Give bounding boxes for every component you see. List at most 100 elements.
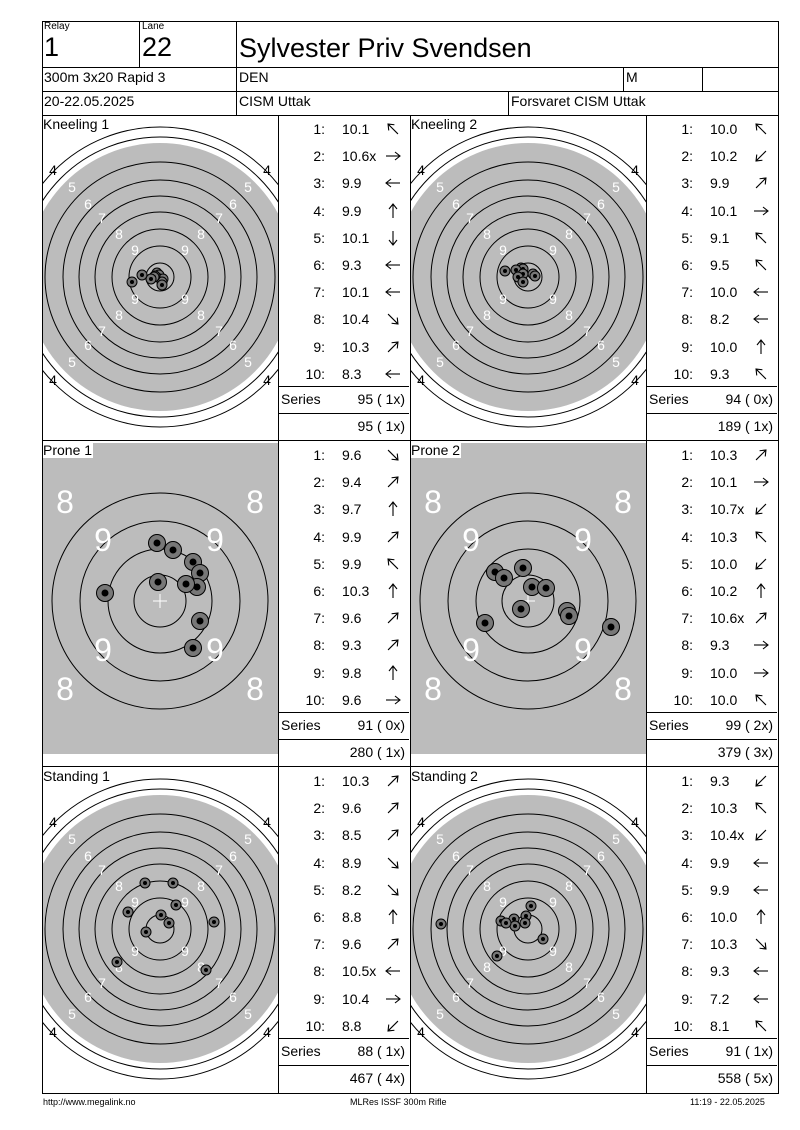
- ring: [446, 847, 610, 1011]
- shot-value: 10.6x: [342, 148, 377, 165]
- shot-row: 8: 10.5x: [279, 959, 409, 986]
- ring-number: 7: [215, 975, 223, 991]
- ring-number: 6: [452, 989, 460, 1005]
- series-row: Series 94 ( 0x): [647, 386, 777, 413]
- ring-number: 8: [483, 959, 491, 975]
- lane-label: Lane: [142, 21, 165, 32]
- ring-number: 6: [452, 196, 460, 212]
- shot-row: 10: 8.3: [279, 362, 409, 389]
- ring-number: 8: [197, 307, 205, 323]
- arrow-up-left-icon: [751, 800, 771, 816]
- arrow-up-left-icon: [751, 257, 771, 273]
- arrow-up-right-icon: [383, 610, 403, 626]
- shot-value: 10.3: [342, 773, 370, 789]
- shot-row: 4: 10.1: [647, 199, 777, 226]
- ring-number: 5: [244, 354, 252, 370]
- shot-value: 10.3: [710, 528, 738, 545]
- ring-number: 9: [549, 943, 557, 959]
- ring-number: 6: [452, 337, 460, 353]
- shot-row: 2: 10.2: [647, 144, 777, 171]
- aiming-black: [43, 795, 278, 1063]
- shot-hit-core: [541, 937, 545, 941]
- shot-number: 10:: [305, 1017, 325, 1034]
- relay-label: Relay: [44, 21, 70, 32]
- shot-value: 9.3: [342, 257, 362, 273]
- gender: M: [626, 69, 638, 85]
- shot-row: 1: 10.3: [279, 769, 409, 796]
- shot-row: 7: 9.6: [279, 932, 409, 959]
- shot-number: 9:: [313, 664, 325, 681]
- shot-row: 8: 10.4: [279, 307, 409, 334]
- ring-number: 7: [466, 210, 474, 226]
- ring-number: 8: [246, 484, 264, 520]
- arrow-down-right-icon: [751, 936, 771, 952]
- shot-row: 8: 9.3: [647, 633, 777, 660]
- arrow-down-left-icon: [751, 827, 771, 843]
- shot-value: 10.3: [710, 800, 738, 817]
- ring: [430, 831, 626, 1027]
- shot-hit-core: [504, 921, 508, 925]
- running-total-row: 467 ( 4x): [279, 1065, 409, 1092]
- arrow-down-left-icon: [751, 556, 771, 572]
- shot-value: 8.3: [342, 365, 362, 382]
- grid-line: [646, 116, 647, 1094]
- arrow-up-right-icon: [751, 175, 771, 191]
- shot-number: 8:: [681, 637, 693, 654]
- ring: [62, 831, 258, 1027]
- arrow-left-icon: [751, 991, 771, 1007]
- shot-value: 9.8: [342, 664, 362, 681]
- ring-number: 7: [583, 975, 591, 991]
- shot-row: 4: 8.9: [279, 851, 409, 878]
- shot-value: 10.3: [710, 936, 738, 953]
- shot-value: 9.1: [710, 229, 730, 246]
- ring-number: 6: [597, 196, 605, 212]
- shot-number: 7:: [681, 284, 693, 301]
- grid-line: [278, 116, 279, 1094]
- arrow-down-right-icon: [383, 447, 403, 463]
- shot-hit-core: [495, 954, 499, 958]
- grid-line: [42, 766, 779, 767]
- shot-number: 2:: [681, 474, 693, 491]
- shot-hit-core: [516, 275, 520, 279]
- shot-row: 7: 10.3: [647, 932, 777, 959]
- running-total-row: 189 ( 1x): [647, 413, 777, 440]
- arrow-right-icon: [383, 991, 403, 1007]
- ring-number: 5: [612, 831, 620, 847]
- shot-hit-core: [212, 920, 216, 924]
- shot-row: 9: 7.2: [647, 987, 777, 1014]
- shooter-name: Sylvester Priv Svendsen: [239, 33, 532, 63]
- ring-number: 4: [263, 1024, 271, 1040]
- shot-number: 6:: [681, 583, 693, 599]
- shot-value: 10.4x: [710, 827, 745, 844]
- ring-number: 9: [94, 522, 112, 558]
- arrow-left-icon: [383, 963, 403, 979]
- arrow-left-icon: [383, 366, 403, 382]
- series-label: Series: [281, 717, 321, 733]
- shot-value: 10.5x: [342, 963, 377, 980]
- shot-number: 7:: [681, 610, 693, 627]
- ring: [411, 126, 646, 428]
- running-total: 280 ( 1x): [349, 744, 405, 760]
- dates-cell: 20-22.05.2025: [42, 92, 237, 116]
- ring-number: 5: [436, 354, 444, 370]
- ring-number: 9: [499, 242, 507, 258]
- ring-number: 7: [98, 862, 106, 878]
- shot-number: 5:: [681, 881, 693, 898]
- ring-number: 9: [206, 632, 224, 668]
- ring: [43, 136, 278, 418]
- ring-number: 8: [56, 484, 74, 520]
- shot-number: 1:: [313, 447, 325, 463]
- ring-number: 9: [462, 632, 480, 668]
- shot-number: 5:: [681, 229, 693, 246]
- footer-url[interactable]: http://www.megalink.no: [43, 1097, 136, 1107]
- arrow-right-icon: [383, 692, 403, 708]
- shot-hit-core: [529, 904, 533, 908]
- shot-value: 10.0: [710, 284, 738, 301]
- arrow-down-icon: [383, 230, 403, 246]
- ring-number: 5: [612, 354, 620, 370]
- shot-hit-core: [171, 881, 175, 885]
- shot-row: 5: 10.1: [279, 226, 409, 253]
- arrow-up-right-icon: [383, 800, 403, 816]
- ring-number: 9: [131, 291, 139, 307]
- shot-number: 3:: [681, 175, 693, 192]
